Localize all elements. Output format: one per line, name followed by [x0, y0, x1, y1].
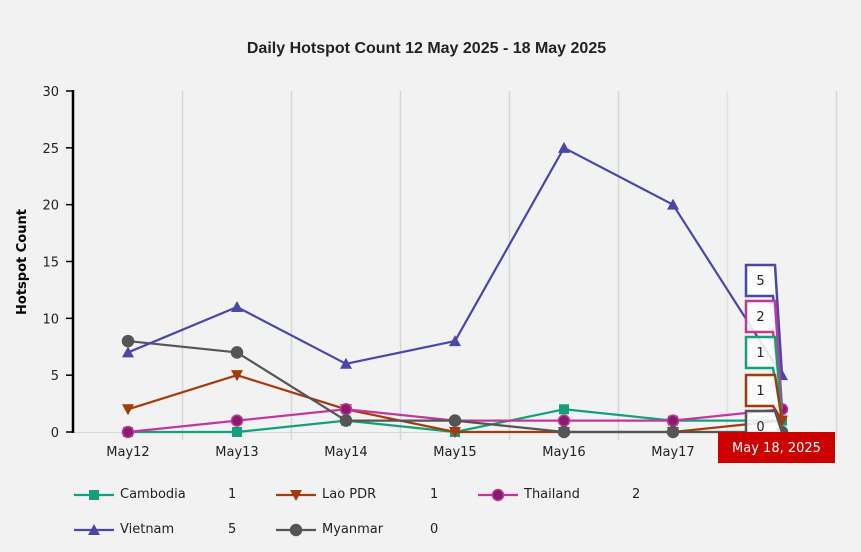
legend-item-vietnam[interactable]: Vietnam 5: [74, 519, 264, 541]
x-tick-label: May17: [651, 445, 694, 460]
tooltip-value-text: 5: [756, 274, 764, 289]
y-tick-label: 15: [42, 256, 59, 271]
data-point: [667, 198, 679, 210]
x-tick-label: May16: [542, 445, 585, 460]
y-tick-label: 20: [42, 199, 59, 214]
legend-swatch: [276, 523, 316, 537]
x-tick-label: May15: [433, 445, 476, 460]
data-point: [339, 414, 353, 427]
legend-item-myanmar[interactable]: Myanmar 0: [276, 519, 466, 541]
legend-value: 1: [430, 487, 439, 502]
tooltip-value-text: 1: [756, 384, 764, 399]
legend-label: Thailand: [524, 487, 580, 502]
y-axis: 0 5 10 15 20 25 30: [42, 85, 75, 441]
legend-label: Cambodia: [120, 487, 186, 502]
y-tick-label: 5: [51, 369, 59, 384]
data-point: [122, 346, 134, 358]
y-tick-label: 0: [51, 426, 59, 441]
legend-item-thailand[interactable]: Thailand 2: [478, 484, 668, 506]
data-point: [88, 524, 100, 535]
grid-lines: [74, 91, 838, 440]
x-tick-label: May12: [106, 445, 149, 460]
data-point: [776, 415, 788, 427]
legend-item-lao-pdr[interactable]: Lao PDR 1: [276, 484, 466, 506]
legend-label: Vietnam: [120, 522, 175, 537]
y-tick-label: 10: [42, 312, 59, 327]
legend-value: 0: [430, 522, 439, 537]
data-point: [557, 414, 571, 427]
tooltip-value-lao-pdr: 1: [744, 373, 784, 422]
legend-item-cambodia[interactable]: Cambodia 1: [74, 484, 264, 506]
data-point: [339, 403, 353, 416]
series-lao-pdr: [122, 370, 788, 438]
data-point: [89, 490, 99, 500]
data-point: [340, 357, 352, 369]
legend-swatch: [74, 524, 114, 535]
data-point: [449, 427, 461, 438]
legend-label: Myanmar: [322, 522, 384, 537]
x-tick-label: May13: [215, 445, 258, 460]
data-point: [232, 427, 242, 437]
tooltip-date-bg: [718, 432, 835, 463]
data-point: [559, 404, 569, 415]
data-point: [448, 414, 462, 427]
y-tick-label: 25: [42, 142, 59, 157]
data-point: [231, 370, 243, 382]
data-point: [558, 141, 570, 153]
y-axis-title: Hotspot Count: [15, 209, 30, 315]
data-point: [666, 425, 680, 439]
tooltip-box: [744, 373, 784, 422]
data-point: [557, 425, 571, 439]
tooltip: 5 2 1 1 0 May 18, 2025: [718, 263, 835, 463]
y-tick-label: 30: [42, 85, 59, 100]
data-point: [290, 490, 302, 501]
x-tick-label: May14: [324, 445, 367, 460]
series-lines: [121, 141, 789, 439]
data-point: [491, 488, 505, 502]
legend-value: 2: [632, 487, 641, 502]
tooltip-value-text: 1: [756, 346, 764, 361]
data-point: [230, 346, 244, 359]
legend-value: 1: [228, 487, 237, 502]
tooltip-date-badge: May 18, 2025: [718, 432, 835, 463]
legend-label: Lao PDR: [322, 487, 377, 502]
chart-title: Daily Hotspot Count 12 May 2025 - 18 May…: [246, 40, 607, 57]
tooltip-value-text: 2: [756, 310, 764, 325]
data-point: [230, 414, 244, 427]
series-vietnam: [122, 141, 788, 381]
legend-swatch: [276, 490, 316, 501]
data-point: [121, 425, 135, 439]
tooltip-value-text: 0: [756, 420, 764, 435]
legend-swatch: [74, 490, 114, 500]
x-axis-labels: May12 May13 May14 May15 May16 May17: [106, 445, 694, 460]
data-point: [121, 334, 135, 348]
data-point: [122, 404, 134, 416]
data-point: [666, 414, 680, 427]
data-point: [449, 335, 461, 347]
data-point: [231, 300, 243, 312]
tooltip-date-text: May 18, 2025: [732, 441, 821, 456]
legend-swatch: [478, 488, 518, 502]
legend-value: 5: [228, 522, 237, 537]
data-point: [289, 523, 303, 537]
